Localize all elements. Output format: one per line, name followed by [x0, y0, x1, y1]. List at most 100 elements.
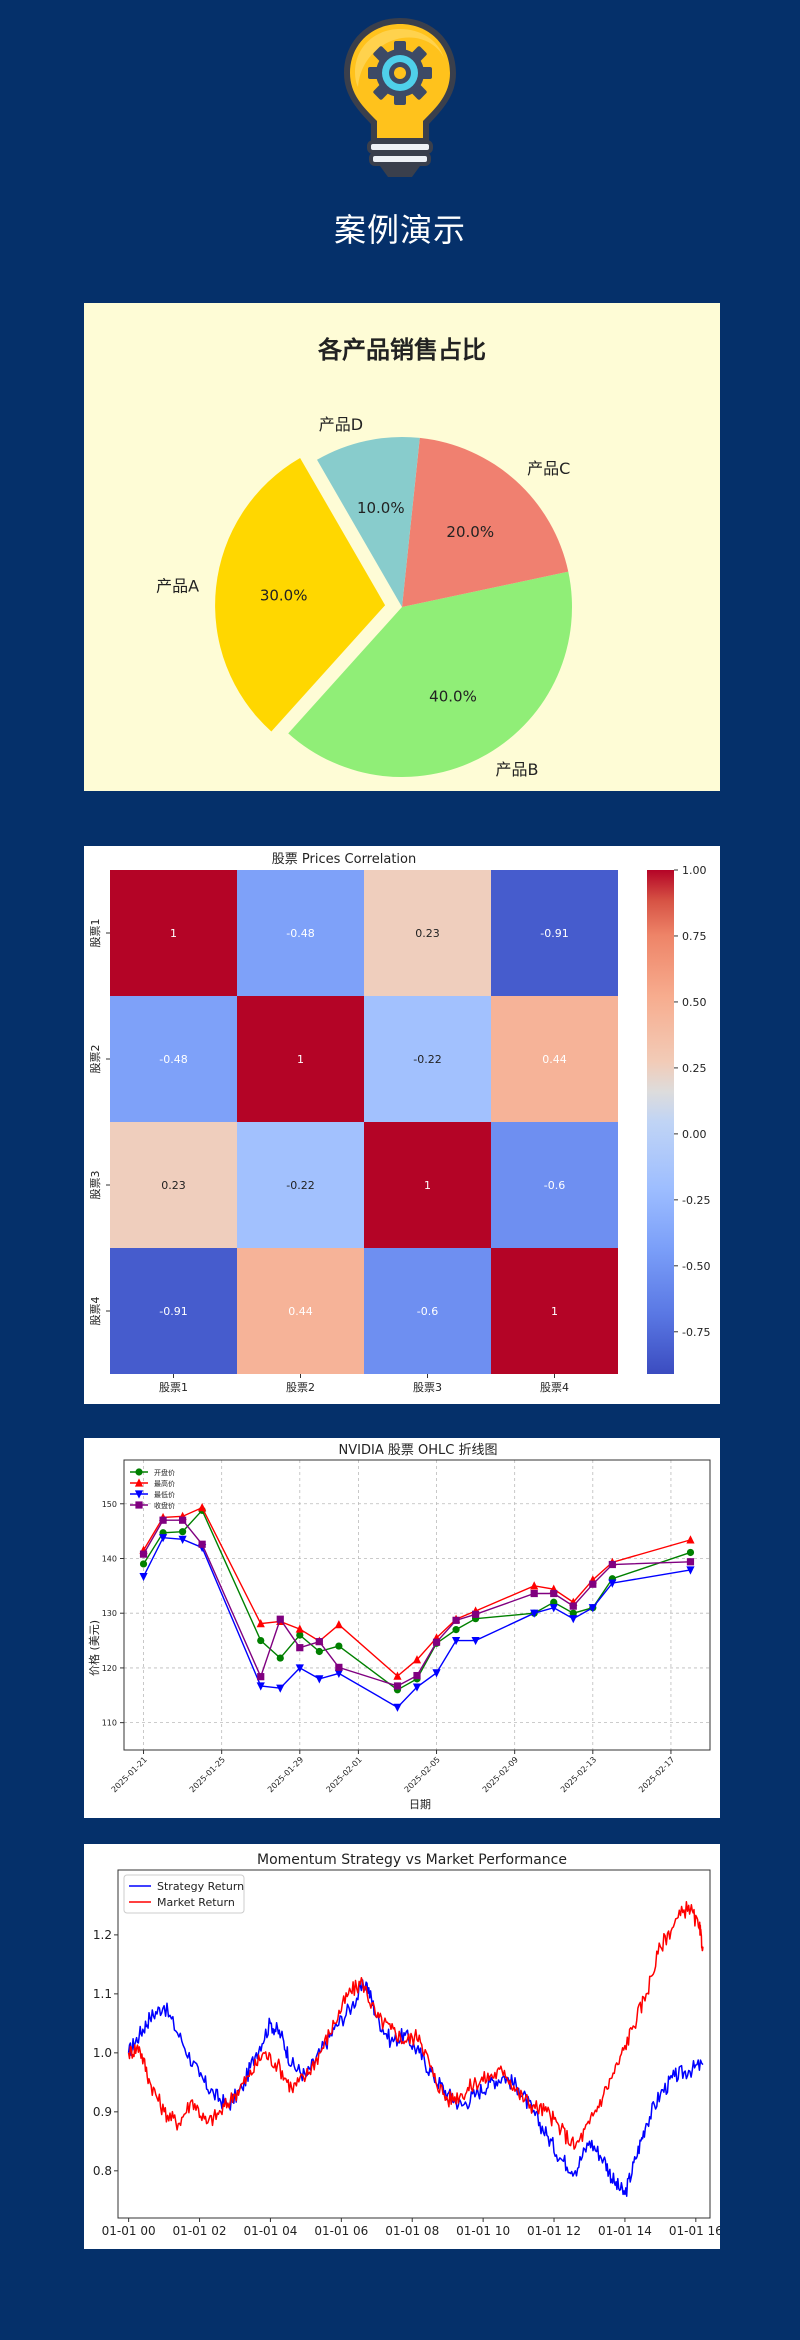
heatmap-cell	[364, 1122, 491, 1248]
heatmap-cell	[110, 1248, 237, 1374]
heatmap-y-tick-label: 股票2	[89, 1045, 102, 1074]
ohlc-point	[315, 1647, 323, 1656]
ohlc-chart-title: NVIDIA 股票 OHLC 折线图	[339, 1443, 498, 1458]
ohlc-point	[569, 1602, 577, 1610]
pie-percent-label: 10.0%	[357, 499, 405, 517]
heatmap-cell	[491, 870, 618, 996]
heatmap-cell-label: -0.6	[417, 1305, 438, 1318]
heatmap-panel: 股票 Prices Correlation 1 -0.48 0.23 -0.91 -0.…	[84, 846, 720, 1404]
ohlc-point	[256, 1682, 265, 1691]
ohlc-x-tick-label: 2025-02-17	[637, 1755, 676, 1794]
ohlc-point	[471, 1636, 480, 1646]
ohlc-x-tick-label: 2025-02-05	[403, 1755, 442, 1794]
ohlc-point	[550, 1598, 558, 1606]
ohlc-point	[686, 1566, 695, 1575]
heatmap-cell	[364, 1248, 491, 1374]
ohlc-point	[178, 1535, 187, 1544]
colorbar-tick-label: 1.00	[682, 864, 707, 877]
ohlc-point	[393, 1671, 402, 1680]
ohlc-point	[393, 1703, 402, 1712]
momentum-x-tick-label: 01-01 02	[173, 2224, 227, 2238]
ohlc-point	[296, 1644, 304, 1652]
heatmap-cell	[237, 996, 364, 1122]
ohlc-y-tick-label: 110	[102, 1719, 117, 1728]
ohlc-point	[686, 1535, 695, 1544]
heatmap-cell	[364, 870, 491, 996]
ohlc-point	[139, 1560, 148, 1568]
momentum-series-line	[127, 1979, 704, 2197]
heatmap-cell-label: -0.6	[544, 1179, 565, 1192]
sales-share-pie-chart: 各产品销售占比 30.0% 产品A 40.0% 产品B 20.0% 产品C 10.0% 产品D	[156, 336, 572, 779]
heatmap-cell	[110, 870, 237, 996]
heatmap-colorbar	[647, 870, 674, 1374]
heatmap-cell-label: 1	[170, 927, 177, 940]
ohlc-point	[295, 1664, 304, 1673]
ohlc-point	[139, 1550, 148, 1558]
ohlc-point	[276, 1684, 285, 1693]
ohlc-y-tick-label: 150	[102, 1500, 117, 1509]
ohlc-point	[412, 1683, 422, 1692]
ohlc-point	[451, 1636, 461, 1646]
pie-percent-label: 20.0%	[446, 523, 494, 541]
heatmap-cell	[491, 1248, 618, 1374]
ohlc-point	[432, 1638, 441, 1646]
ohlc-legend-label: 最高价	[154, 1479, 175, 1488]
ohlc-point	[135, 1501, 143, 1509]
pie-category-label: 产品B	[496, 760, 539, 779]
ohlc-point	[569, 1609, 577, 1617]
ohlc-point	[159, 1516, 167, 1524]
ohlc-point	[549, 1604, 558, 1613]
heatmap-cell	[491, 1122, 618, 1248]
ohlc-x-tick-label: 2025-01-21	[110, 1755, 149, 1794]
ohlc-point	[276, 1615, 284, 1623]
heatmap-cell-label: -0.22	[413, 1053, 441, 1066]
heatmap-x-tick-label: 股票1	[159, 1381, 188, 1394]
pie-category-label: 产品C	[527, 459, 570, 478]
colorbar-tick-label: -0.50	[682, 1260, 710, 1273]
ohlc-point	[472, 1610, 480, 1618]
ohlc-point	[295, 1624, 304, 1633]
pie-chart-title: 各产品销售占比	[317, 336, 486, 364]
ohlc-point	[158, 1534, 168, 1543]
ohlc-point	[198, 1503, 207, 1512]
ohlc-point	[256, 1619, 265, 1628]
pie-percent-label: 30.0%	[260, 587, 308, 605]
ohlc-point	[530, 1581, 539, 1590]
pie-slice	[402, 437, 569, 607]
ohlc-point	[134, 1490, 144, 1499]
ohlc-point	[589, 1580, 597, 1588]
momentum-series-line	[127, 1901, 704, 2150]
ohlc-point	[315, 1638, 323, 1646]
momentum-x-tick-label: 01-01 04	[243, 2224, 297, 2238]
heatmap-y-tick-label: 股票3	[89, 1171, 102, 1200]
ohlc-x-tick-label: 2025-01-25	[188, 1755, 227, 1794]
pie-category-label: 产品A	[156, 577, 199, 596]
momentum-x-tick-label: 01-01 08	[385, 2224, 439, 2238]
momentum-legend-label: Strategy Return	[157, 1880, 244, 1893]
momentum-y-tick-label: 1.0	[93, 2046, 112, 2060]
ohlc-series-line	[142, 1506, 691, 1678]
heatmap-cell	[110, 1122, 237, 1248]
ohlc-point	[198, 1540, 206, 1548]
pie-chart-panel: 各产品销售占比 30.0% 产品A 40.0% 产品B 20.0% 产品C 10.0% 产品D	[84, 303, 720, 791]
heatmap-cell-label: -0.91	[159, 1305, 187, 1318]
pie-slice	[288, 571, 572, 777]
colorbar-tick-label: -0.75	[682, 1326, 710, 1339]
heatmap-cell-label: 0.23	[161, 1179, 186, 1192]
ohlc-y-tick-label: 120	[102, 1664, 117, 1673]
heatmap-cell-label: 0.44	[288, 1305, 313, 1318]
momentum-x-tick-label: 01-01 10	[456, 2224, 510, 2238]
heatmap-cell	[364, 996, 491, 1122]
momentum-y-tick-label: 0.8	[93, 2164, 112, 2178]
heatmap-cell-label: 0.44	[542, 1053, 567, 1066]
ohlc-y-tick-label: 140	[102, 1554, 117, 1563]
momentum-chart-panel: Momentum Strategy vs Market Performance …	[84, 1844, 720, 2249]
ohlc-point	[139, 1572, 148, 1582]
pie-category-label: 产品D	[319, 415, 363, 434]
colorbar-tick-label: -0.25	[682, 1194, 710, 1207]
ohlc-point	[686, 1548, 695, 1557]
colorbar-tick-label: 0.50	[682, 996, 707, 1009]
ohlc-y-axis-label: 价格 (美元)	[87, 1620, 101, 1676]
ohlc-point	[276, 1654, 284, 1662]
ohlc-point	[608, 1579, 617, 1588]
